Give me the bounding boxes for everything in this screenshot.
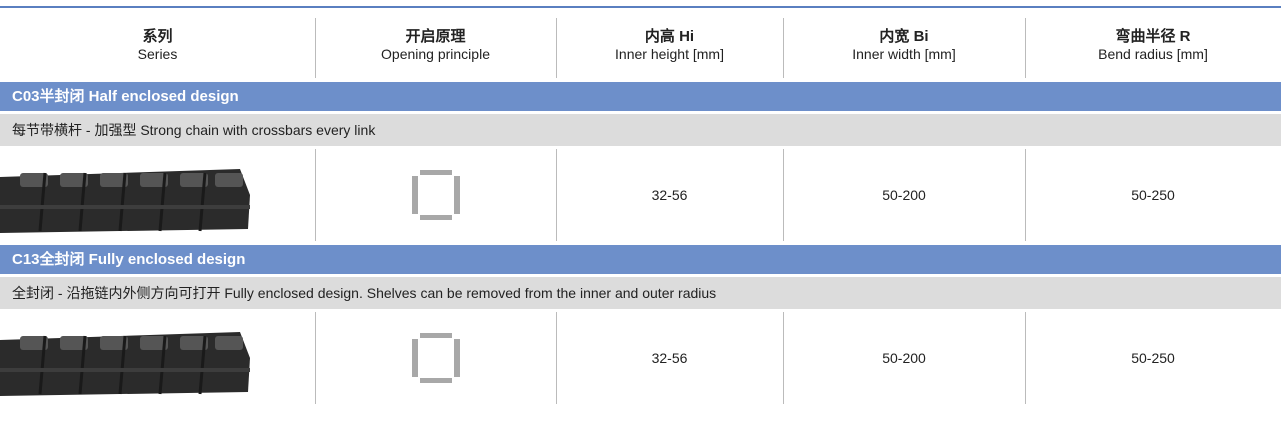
header-cn: 内宽 Bi <box>879 27 929 45</box>
data-cell: 32-56 <box>556 312 783 404</box>
header-cell: 弯曲半径 R Bend radius [mm] <box>1025 8 1281 78</box>
header-cn: 系列 <box>142 27 173 45</box>
header-cell: 内宽 Bi Inner width [mm] <box>783 8 1025 78</box>
section-title: C03半封闭 Half enclosed design <box>0 82 1281 111</box>
header-en: Inner height [mm] <box>615 45 724 62</box>
header-en: Inner width [mm] <box>852 45 956 62</box>
icon-cell <box>315 149 556 241</box>
icon-cell <box>315 312 556 404</box>
header-en: Series <box>137 45 178 62</box>
data-cell: 50-250 <box>1025 149 1281 241</box>
opening-icon <box>411 333 460 383</box>
header-row: 系列 Series 开启原理 Opening principle 内高 Hi Inner … <box>0 8 1281 78</box>
spec-table: 系列 Series 开启原理 Opening principle 内高 Hi Inner … <box>0 6 1281 438</box>
header-en: Opening principle <box>381 45 490 62</box>
header-en: Bend radius [mm] <box>1098 45 1208 62</box>
header-cn: 内高 Hi <box>644 27 695 45</box>
opening-icon <box>411 170 460 220</box>
section-subtitle: 全封闭 - 沿拖链内外侧方向可打开 Fully enclosed design.… <box>0 277 1281 309</box>
header-cell: 系列 Series <box>0 8 315 78</box>
section-subtitle: 每节带横杆 - 加强型 Strong chain with crossbars … <box>0 114 1281 146</box>
data-cell: 50-200 <box>783 149 1025 241</box>
chain-image <box>0 332 250 396</box>
data-row: 32-56 50-200 50-250 <box>0 309 1281 404</box>
image-cell <box>0 149 315 241</box>
header-cn: 开启原理 <box>405 27 466 45</box>
header-cell: 内高 Hi Inner height [mm] <box>556 8 783 78</box>
data-cell: 32-56 <box>556 149 783 241</box>
header-cell: 开启原理 Opening principle <box>315 8 556 78</box>
data-row: 32-56 50-200 50-250 <box>0 146 1281 241</box>
chain-image <box>0 169 250 233</box>
header-cn: 弯曲半径 R <box>1115 27 1191 45</box>
data-cell: 50-200 <box>783 312 1025 404</box>
image-cell <box>0 312 315 404</box>
section-title: C13全封闭 Fully enclosed design <box>0 245 1281 274</box>
table-body: C03半封闭 Half enclosed design 每节带横杆 - 加强型 S… <box>0 82 1281 404</box>
data-cell: 50-250 <box>1025 312 1281 404</box>
